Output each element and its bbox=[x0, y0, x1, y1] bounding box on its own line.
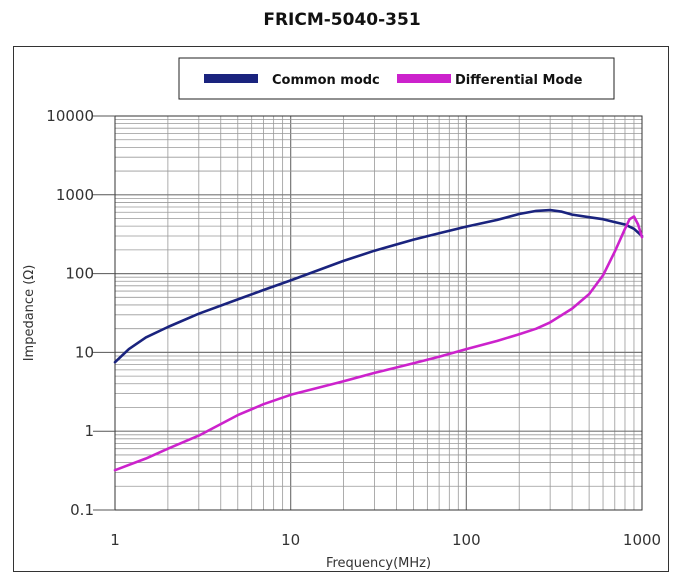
x-tick-label: 10 bbox=[281, 531, 300, 549]
y-tick-label: 100 bbox=[65, 265, 94, 283]
series-line-differential-mode bbox=[113, 215, 644, 472]
legend-swatch bbox=[397, 74, 451, 83]
y-tick-label: 1000 bbox=[56, 186, 94, 204]
chart-title: FRICM-5040-351 bbox=[263, 10, 421, 30]
y-tick-label: 10 bbox=[75, 343, 94, 361]
x-tick-label: 1000 bbox=[623, 531, 661, 549]
legend-label: Differential Mode bbox=[455, 73, 583, 88]
grid-lines bbox=[115, 116, 642, 510]
x-axis-label: Frequency(MHz) bbox=[326, 556, 431, 571]
y-tick-label: 10000 bbox=[46, 107, 94, 125]
y-tick-label: 1 bbox=[84, 422, 94, 440]
series-line-common-mode bbox=[113, 208, 644, 364]
x-tick-label: 100 bbox=[452, 531, 481, 549]
series-lines bbox=[113, 208, 644, 472]
plot-area-border bbox=[114, 115, 643, 511]
chart-frame bbox=[13, 46, 669, 572]
y-axis-label: Impedance (Ω) bbox=[22, 265, 37, 362]
legend-label: Common modc bbox=[272, 73, 380, 88]
axes-labels: 1 10 100 1000 0.1 1 10 100 1000 10000 Frequency(MH… bbox=[22, 107, 661, 571]
legend: Common modc Differential Mode bbox=[178, 57, 615, 100]
y-tick-label: 0.1 bbox=[70, 501, 94, 519]
x-tick-label: 1 bbox=[110, 531, 120, 549]
legend-swatch bbox=[204, 74, 258, 83]
